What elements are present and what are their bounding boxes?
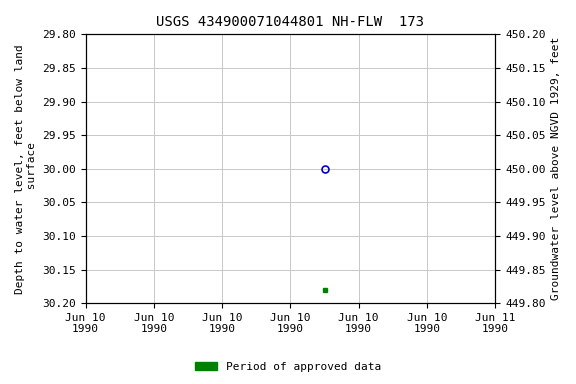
Title: USGS 434900071044801 NH-FLW  173: USGS 434900071044801 NH-FLW 173 [157, 15, 425, 29]
Legend: Period of approved data: Period of approved data [191, 358, 385, 377]
Y-axis label: Depth to water level, feet below land
 surface: Depth to water level, feet below land su… [15, 44, 37, 294]
Y-axis label: Groundwater level above NGVD 1929, feet: Groundwater level above NGVD 1929, feet [551, 37, 561, 300]
